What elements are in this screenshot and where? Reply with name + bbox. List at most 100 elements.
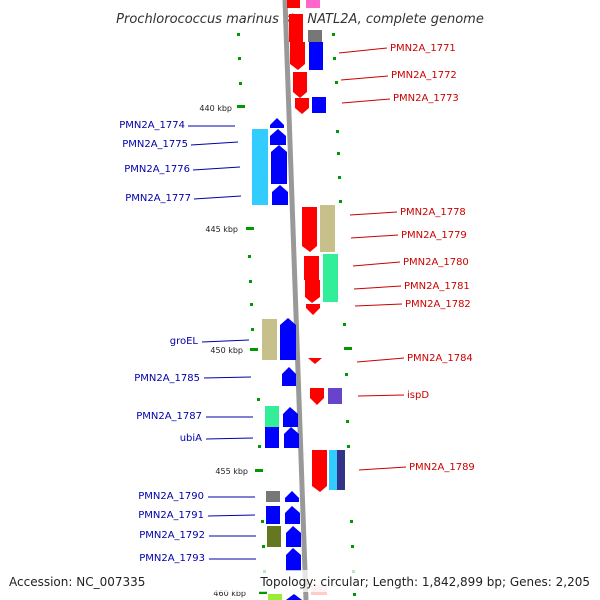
gene-arrow-blue (283, 407, 298, 427)
gene-arrow-red (293, 72, 307, 98)
gene-block-khaki (320, 205, 335, 252)
gene-label-groEL[interactable]: groEL (170, 336, 199, 347)
minor-tick (338, 176, 341, 179)
scale-tick (259, 591, 267, 594)
gene-label-PMN2A_1774[interactable]: PMN2A_1774 (119, 120, 185, 131)
gene-arrow-red (312, 482, 327, 492)
gene-block-blue (312, 97, 326, 113)
gene-block-pink (306, 0, 320, 8)
gene-block-red (287, 0, 300, 8)
gene-block-teal (323, 254, 338, 302)
gene-label-PMN2A_1793[interactable]: PMN2A_1793 (139, 553, 205, 564)
gene-label-PMN2A_1777[interactable]: PMN2A_1777 (125, 193, 191, 204)
gene-arrow-red (290, 42, 305, 70)
gene-block-navy (337, 450, 345, 490)
label-connector (201, 339, 250, 343)
minor-tick (337, 152, 340, 155)
gene-block-cyan (252, 129, 268, 205)
gene-block-khaki (262, 319, 277, 360)
gene-block-blue (309, 42, 323, 70)
gene-arrow-blue (280, 318, 296, 360)
minor-tick (351, 545, 354, 548)
minor-tick (237, 33, 240, 36)
gene-label-PMN2A_1776[interactable]: PMN2A_1776 (124, 164, 190, 175)
minor-tick (248, 255, 251, 258)
label-connector (356, 357, 405, 363)
gene-label-PMN2A_1792[interactable]: PMN2A_1792 (139, 530, 205, 541)
scale-440: 440 kbp (199, 104, 245, 113)
scale-label: 440 kbp (199, 104, 232, 113)
minor-ticks-left (237, 33, 266, 573)
label-connector (338, 47, 388, 54)
scale-455: 455 kbp (215, 467, 263, 476)
minor-tick (335, 81, 338, 84)
gene-label-PMN2A_1785[interactable]: PMN2A_1785 (134, 373, 200, 384)
topology-text: Topology: circular; Length: 1,842,899 bp… (259, 575, 590, 589)
minor-tick (336, 130, 339, 133)
label-connector (341, 98, 391, 104)
gene-label-PMN2A_1773[interactable]: PMN2A_1773 (393, 93, 459, 104)
gene-label-PMN2A_1772[interactable]: PMN2A_1772 (391, 70, 457, 81)
gene-arrow-blue (285, 491, 299, 502)
label-connector (340, 75, 389, 81)
gene-label-PMN2A_1779[interactable]: PMN2A_1779 (401, 230, 467, 241)
gene-arrow-blue (286, 526, 301, 547)
minor-ticks-right (332, 33, 356, 596)
minor-tick (339, 200, 342, 203)
gene-block-red (304, 256, 319, 280)
forward-strand-features (252, 118, 302, 600)
gene-label-PMN2A_1778[interactable]: PMN2A_1778 (400, 207, 466, 218)
label-connector (358, 466, 407, 471)
reverse-strand-features (287, 0, 345, 595)
gene-arrow-blue (285, 506, 300, 524)
gene-arrow-blue (282, 367, 296, 386)
gene-label-PMN2A_1784[interactable]: PMN2A_1784 (407, 353, 473, 364)
minor-tick (346, 420, 349, 423)
gene-labels-right: PMN2A_1771 PMN2A_1772 PMN2A_1773 PMN2A_1… (338, 43, 475, 473)
minor-tick (239, 82, 242, 85)
gene-block-lime (268, 594, 282, 600)
scale-tick (250, 348, 258, 351)
minor-tick (238, 57, 241, 60)
scale-label: 445 kbp (205, 225, 238, 234)
gene-label-PMN2A_1787[interactable]: PMN2A_1787 (136, 411, 202, 422)
label-connector (205, 437, 254, 440)
gene-arrow-red (306, 304, 320, 315)
gene-arrow-blue (271, 145, 287, 184)
gene-label-PMN2A_1781[interactable]: PMN2A_1781 (404, 281, 470, 292)
gene-arrow-red (310, 388, 324, 405)
label-connector (352, 261, 401, 267)
gene-block-red (302, 207, 317, 229)
scale-label: 450 kbp (210, 346, 243, 355)
gene-label-ubiA[interactable]: ubiA (180, 433, 202, 444)
gene-label-PMN2A_1790[interactable]: PMN2A_1790 (138, 491, 204, 502)
label-connector (353, 285, 402, 290)
scale-445: 445 kbp (205, 225, 254, 234)
minor-tick (353, 593, 356, 596)
gene-label-ispD[interactable]: ispD (407, 390, 429, 401)
gene-arrow-red (305, 280, 320, 303)
gene-arrow-red (302, 229, 317, 252)
footer-background (0, 570, 600, 592)
minor-tick (249, 280, 252, 283)
label-connector (203, 376, 252, 379)
scale-tick (246, 227, 254, 230)
gene-label-PMN2A_1782[interactable]: PMN2A_1782 (405, 299, 471, 310)
minor-tick (343, 323, 346, 326)
gene-arrow-red (295, 98, 309, 114)
genome-backbone (282, 0, 309, 600)
label-connector (207, 514, 256, 517)
gene-label-PMN2A_1771[interactable]: PMN2A_1771 (390, 43, 456, 54)
gene-arrow-blue (270, 118, 284, 128)
gene-label-PMN2A_1791[interactable]: PMN2A_1791 (138, 510, 204, 521)
minor-tick (257, 398, 260, 401)
gene-arrow-blue (270, 129, 286, 145)
gene-arrow-blue (284, 427, 299, 448)
gene-arrow-red (308, 358, 322, 364)
gene-label-PMN2A_1789[interactable]: PMN2A_1789 (409, 462, 475, 473)
gene-label-PMN2A_1775[interactable]: PMN2A_1775 (122, 139, 188, 150)
gene-label-PMN2A_1780[interactable]: PMN2A_1780 (403, 257, 469, 268)
scale-label: 460 kbp (213, 589, 246, 598)
gene-block-red (312, 450, 327, 482)
